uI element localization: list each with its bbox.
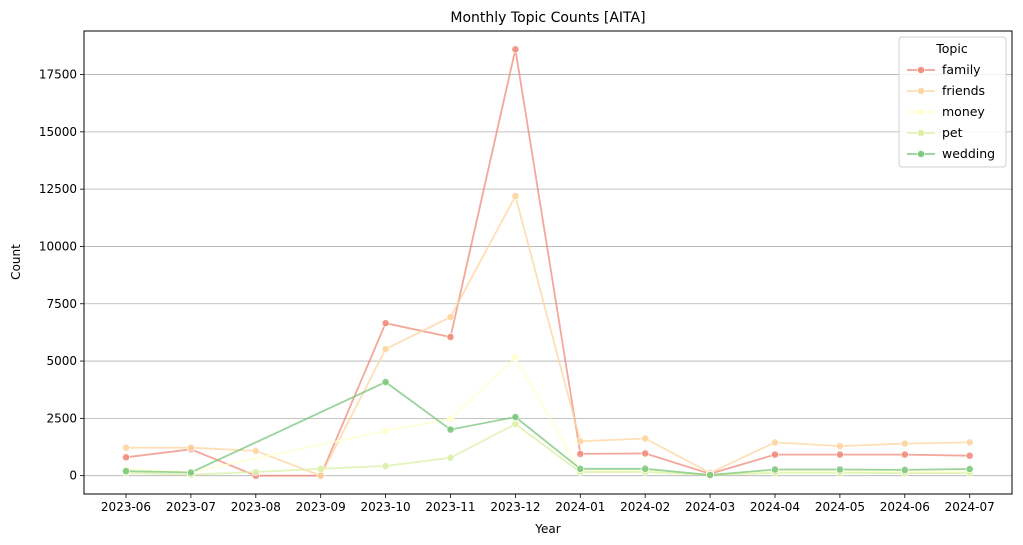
data-point-friends — [900, 439, 909, 448]
data-point-wedding — [771, 465, 779, 474]
data-point-wedding — [576, 464, 585, 473]
grid-lines — [84, 74, 1012, 477]
data-point-pet — [511, 420, 520, 428]
data-point-pet — [251, 468, 260, 476]
x-tick-label: 2024-02 — [620, 500, 670, 514]
y-tick-label: 12500 — [39, 182, 77, 196]
legend-label: pet — [942, 125, 963, 140]
x-tick-label: 2023-08 — [231, 500, 281, 514]
y-tick-label: 0 — [69, 469, 77, 483]
data-point-money — [511, 353, 520, 362]
series-points — [122, 45, 974, 480]
data-point-friends — [965, 438, 974, 447]
data-point-friends — [251, 446, 260, 455]
legend-label: money — [942, 104, 985, 119]
y-tick-label: 7500 — [46, 297, 77, 311]
data-point-family — [446, 333, 455, 341]
data-point-pet — [446, 453, 455, 462]
data-point-friends — [576, 437, 585, 446]
legend-item-money: money — [907, 104, 985, 119]
data-point-friends — [122, 443, 130, 452]
data-point-friends — [511, 192, 520, 200]
y-tick-label: 15000 — [39, 125, 77, 139]
data-point-money — [381, 427, 390, 435]
legend: Topic family friends money pet wedding — [898, 36, 1007, 168]
data-point-wedding — [446, 425, 455, 434]
x-tick-label: 2024-06 — [880, 500, 930, 514]
x-tick-label: 2023-11 — [425, 500, 475, 514]
data-point-family — [641, 449, 650, 458]
y-tick-label: 5000 — [46, 354, 77, 368]
legend-item-family: family — [907, 62, 981, 77]
data-point-friends — [381, 345, 390, 353]
x-tick-label: 2024-04 — [750, 500, 800, 514]
x-axis-title: Year — [534, 522, 560, 536]
legend-label: friends — [942, 83, 985, 98]
data-point-money — [446, 414, 455, 423]
legend-swatch-marker — [917, 66, 925, 74]
legend-swatch-marker — [917, 108, 925, 116]
data-point-friends — [186, 443, 195, 452]
data-point-family — [381, 319, 390, 328]
y-axis: 0 2500 5000 7500 10000 12500 15000 17500 — [39, 68, 84, 483]
series-line-pet — [125, 423, 970, 476]
data-point-wedding — [511, 413, 520, 421]
x-tick-label: 2024-01 — [555, 500, 605, 514]
legend-label: family — [942, 62, 981, 77]
chart-title: Monthly Topic Counts [AITA] — [450, 10, 645, 26]
series-line-family — [125, 49, 970, 477]
data-point-wedding — [186, 468, 195, 477]
series-line-money — [125, 356, 970, 476]
data-point-friends — [446, 313, 455, 321]
data-point-family — [576, 449, 585, 458]
data-point-family — [965, 451, 974, 460]
legend-swatch-marker — [917, 150, 925, 158]
data-point-friends — [641, 434, 650, 443]
plot-area — [84, 31, 1012, 494]
data-point-wedding — [836, 465, 844, 474]
series-lines — [125, 49, 970, 477]
x-axis: 2023-06 2023-07 2023-08 2023-09 2023-10 2023-… — [101, 494, 995, 514]
y-tick-label: 2500 — [46, 411, 77, 425]
x-tick-label: 2024-03 — [685, 500, 735, 514]
x-tick-label: 2024-05 — [815, 500, 865, 514]
data-point-friends — [836, 442, 844, 450]
series-line-friends — [126, 193, 970, 477]
data-point-wedding — [381, 378, 390, 386]
data-point-family — [836, 450, 844, 459]
x-tick-label: 2023-07 — [166, 500, 216, 514]
x-tick-label: 2023-10 — [361, 500, 411, 514]
plot-frame — [83, 30, 1013, 495]
legend-item-friends: friends — [907, 83, 985, 98]
data-point-family — [771, 450, 779, 459]
data-point-friends — [316, 471, 325, 480]
data-point-wedding — [965, 465, 974, 473]
legend-title: Topic — [935, 41, 968, 56]
x-tick-label: 2023-06 — [101, 500, 151, 514]
data-point-wedding — [641, 464, 650, 473]
x-tick-label: 2023-09 — [296, 500, 346, 514]
legend-label: wedding — [942, 146, 995, 161]
legend-item-pet: pet — [907, 125, 963, 140]
series-line-wedding — [125, 381, 970, 476]
x-tick-label: 2023-12 — [490, 500, 540, 514]
legend-item-wedding: wedding — [907, 146, 995, 161]
data-point-pet — [316, 464, 325, 473]
data-point-family — [511, 45, 520, 54]
y-tick-label: 17500 — [39, 68, 77, 82]
data-point-wedding — [706, 471, 714, 479]
data-point-wedding — [900, 465, 909, 474]
data-point-friends — [771, 438, 779, 447]
legend-swatch-marker — [917, 87, 925, 95]
data-point-family — [122, 453, 130, 462]
y-axis-title: Count — [9, 244, 23, 280]
data-point-wedding — [122, 467, 130, 475]
data-point-family — [900, 450, 909, 459]
x-tick-label: 2024-07 — [945, 500, 995, 514]
y-tick-label: 10000 — [39, 239, 77, 253]
legend-swatch-marker — [917, 129, 925, 137]
data-point-pet — [381, 462, 390, 470]
